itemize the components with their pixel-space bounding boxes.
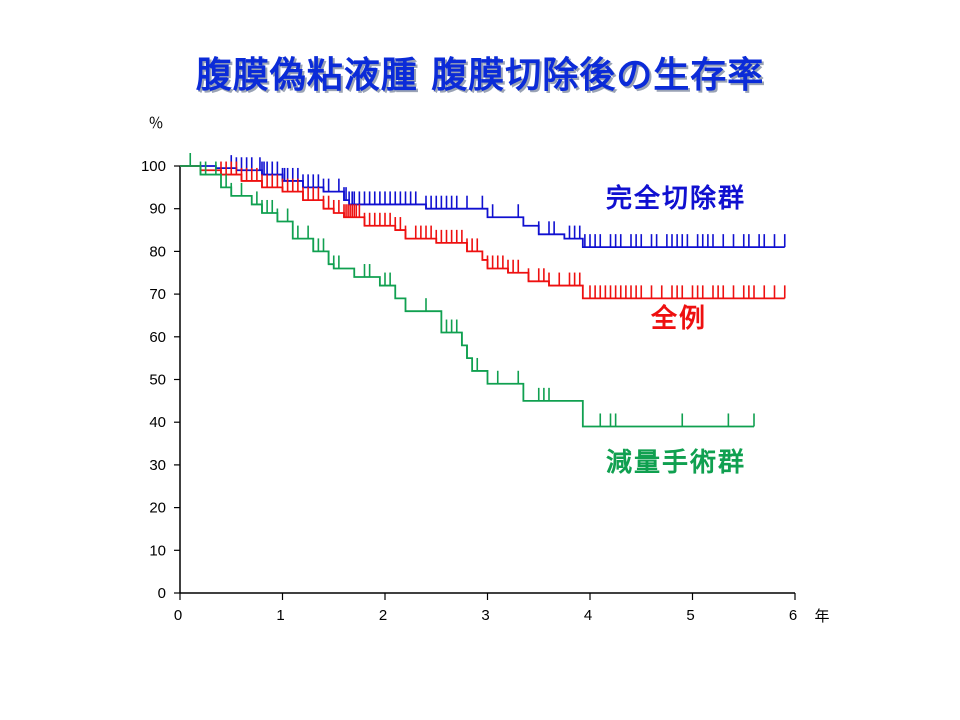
curves [180, 153, 786, 428]
y-tick-label: 60 [149, 329, 166, 346]
y-tick-label: 50 [149, 372, 166, 389]
x-axis-unit: 年 [814, 608, 829, 625]
series-label: 完全切除群 [606, 183, 746, 214]
y-tick-label: 30 [149, 457, 166, 474]
x-tick-label: 5 [686, 607, 694, 624]
chart-title: 腹膜偽粘液腫 腹膜切除後の生存率 [195, 55, 765, 96]
survival-curve [180, 165, 754, 428]
x-tick-label: 3 [481, 607, 489, 624]
x-tick-label: 1 [276, 607, 284, 624]
series-2 [180, 153, 755, 428]
x-tick-label: 4 [584, 607, 592, 624]
y-axis-unit: ％ [148, 115, 163, 132]
y-tick-label: 10 [149, 542, 166, 559]
axes: 0 10 20 30 40 50 60 70 80 90 100 0 1 2 3 4 5 6 年 ％ [141, 115, 830, 625]
y-tick-label: 100 [141, 158, 166, 175]
y-tick-label: 80 [149, 243, 166, 260]
series-0 [180, 155, 786, 249]
x-tick-label: 6 [789, 607, 797, 624]
series-1 [180, 161, 786, 300]
x-tick-label: 2 [379, 607, 387, 624]
series-label: 全例 [650, 303, 707, 334]
y-tick-label: 70 [149, 286, 166, 303]
series-label: 減量手術群 [606, 448, 746, 478]
y-tick-label: 40 [149, 414, 166, 431]
y-tick-label: 0 [158, 585, 166, 602]
y-tick-label: 90 [149, 201, 166, 218]
y-tick-label: 20 [149, 500, 166, 517]
x-tick-label: 0 [174, 607, 182, 624]
